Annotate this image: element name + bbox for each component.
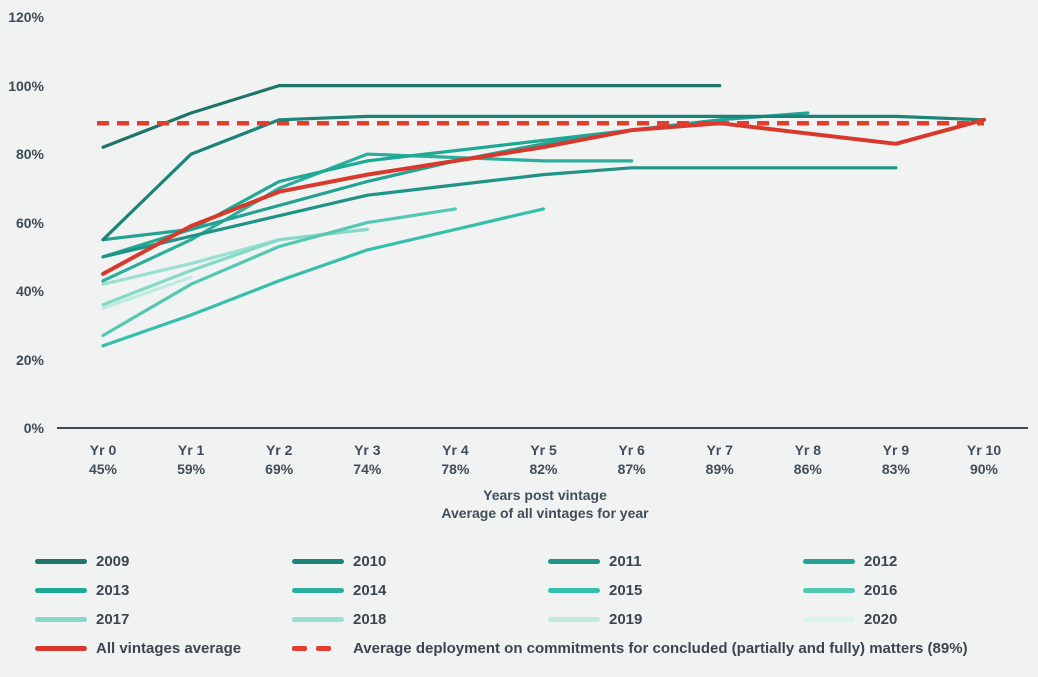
legend-item-2016: 2016 bbox=[803, 580, 897, 600]
legend-swatch-2014 bbox=[292, 587, 344, 593]
legend-swatch-2011 bbox=[548, 558, 600, 564]
x-axis-tick-label: Yr 6 bbox=[618, 442, 645, 458]
y-axis-tick-label: 100% bbox=[8, 77, 44, 94]
chart-line-2018 bbox=[101, 238, 281, 286]
legend-label: 2018 bbox=[353, 610, 387, 628]
x-axis-tick: Yr 2 69% bbox=[235, 441, 323, 479]
legend-swatch-2016 bbox=[803, 587, 855, 593]
legend-label: Average deployment on commitments for co… bbox=[353, 639, 968, 657]
legend-label: 2016 bbox=[864, 581, 898, 599]
x-axis-average-label: 86% bbox=[793, 461, 822, 477]
x-axis-average-label: 89% bbox=[705, 461, 734, 477]
legend-swatch-2009 bbox=[35, 558, 87, 564]
x-axis-average-label: 83% bbox=[881, 461, 910, 477]
x-axis-tick: Yr 7 89% bbox=[676, 441, 764, 479]
x-axis-tick: Yr 4 78% bbox=[411, 441, 499, 479]
chart-line-2009 bbox=[101, 83, 722, 149]
legend-label: 2009 bbox=[96, 552, 130, 570]
x-axis-average-label: 78% bbox=[441, 461, 470, 477]
chart-line-2015 bbox=[101, 207, 546, 348]
legend-item-2013: 2013 bbox=[35, 580, 129, 600]
x-axis-tick-label: Yr 10 bbox=[966, 442, 1002, 458]
legend-swatch-average bbox=[35, 645, 87, 651]
x-axis-tick-label: Yr 4 bbox=[442, 442, 469, 458]
legend-label: 2014 bbox=[353, 581, 387, 599]
y-axis-tick-label: 120% bbox=[8, 9, 44, 26]
x-axis-tick-label: Yr 7 bbox=[706, 442, 733, 458]
y-axis-tick-label: 0% bbox=[23, 420, 44, 436]
legend-swatch-2015 bbox=[548, 587, 600, 593]
legend-swatch-2019 bbox=[548, 616, 600, 622]
legend-item-2010: 2010 bbox=[292, 551, 386, 571]
y-axis-tick-label: 80% bbox=[15, 146, 44, 163]
x-axis-tick-label: Yr 2 bbox=[265, 442, 293, 458]
x-axis-tick-label: Yr 8 bbox=[794, 442, 822, 458]
x-axis-tick-label: Yr 5 bbox=[530, 442, 557, 458]
legend-swatch-2017 bbox=[35, 616, 87, 622]
legend-swatch-2013 bbox=[35, 587, 87, 593]
x-axis-tick-label: Yr 0 bbox=[89, 442, 117, 458]
legend-label: 2015 bbox=[609, 581, 643, 599]
legend-label: 2010 bbox=[353, 552, 387, 570]
legend-item-2019: 2019 bbox=[548, 609, 642, 629]
x-axis-caption-line2: Average of all vintages for year bbox=[441, 505, 649, 521]
legend-swatch-2018 bbox=[292, 616, 344, 622]
x-axis-tick: Yr 1 59% bbox=[147, 441, 235, 479]
chart-line-2016 bbox=[101, 207, 457, 338]
x-axis-average-label: 82% bbox=[529, 461, 558, 477]
legend-item-2012: 2012 bbox=[803, 551, 897, 571]
y-axis-tick-label: 20% bbox=[15, 351, 44, 368]
legend-swatch-2012 bbox=[803, 558, 855, 564]
x-axis-average-label: 74% bbox=[353, 461, 382, 477]
legend-item-2011: 2011 bbox=[548, 551, 642, 571]
x-axis-tick: Yr 3 74% bbox=[323, 441, 411, 479]
legend-label: 2013 bbox=[96, 581, 130, 599]
chart-line-2010 bbox=[101, 114, 986, 242]
chart-line-2011 bbox=[101, 166, 898, 259]
x-axis-tick: Yr 5 82% bbox=[500, 441, 588, 479]
x-axis-average-label: 87% bbox=[617, 461, 646, 477]
x-axis-average-label: 45% bbox=[88, 461, 118, 477]
legend-swatch-2010 bbox=[292, 558, 344, 564]
legend-swatch-2020 bbox=[803, 616, 855, 622]
legend-item-2020: 2020 bbox=[803, 609, 897, 629]
legend-label: 2017 bbox=[96, 610, 130, 628]
y-axis-tick-label: 40% bbox=[15, 283, 44, 300]
legend-label: 2012 bbox=[864, 552, 898, 570]
chart-line-2014 bbox=[101, 152, 634, 283]
legend-swatch-benchmark bbox=[292, 645, 344, 651]
legend-item-2014: 2014 bbox=[292, 580, 386, 600]
y-axis-tick-label: 60% bbox=[15, 214, 44, 231]
x-axis-tick: Yr 10 90% bbox=[940, 441, 1028, 479]
legend-item-all-vintages-average: All vintages average bbox=[35, 638, 241, 658]
legend-label: 2020 bbox=[864, 610, 898, 628]
legend-item-2017: 2017 bbox=[35, 609, 129, 629]
x-axis-average-label: 69% bbox=[265, 461, 294, 477]
legend-label: 2019 bbox=[609, 610, 643, 628]
chart-line-2019 bbox=[101, 275, 193, 310]
x-axis-tick-label: Yr 1 bbox=[177, 442, 205, 458]
x-axis-average-label: 59% bbox=[177, 461, 206, 477]
x-axis-tick: Yr 9 83% bbox=[852, 441, 940, 479]
legend-item-2009: 2009 bbox=[35, 551, 129, 571]
x-axis-tick: Yr 0 45% bbox=[59, 441, 147, 479]
legend-item-average-deployment-on-commitments-for-co: Average deployment on commitments for co… bbox=[292, 638, 968, 658]
x-axis-caption: Years post vintage Average of all vintag… bbox=[305, 486, 785, 522]
x-axis-average-label: 90% bbox=[969, 461, 999, 477]
legend-item-2018: 2018 bbox=[292, 609, 386, 629]
legend-label: All vintages average bbox=[96, 639, 242, 657]
x-axis-tick-label: Yr 3 bbox=[354, 442, 381, 458]
x-axis-tick-label: Yr 9 bbox=[882, 442, 910, 458]
x-axis-caption-line1: Years post vintage bbox=[483, 487, 607, 503]
x-axis-tick: Yr 8 86% bbox=[764, 441, 852, 479]
legend-item-2015: 2015 bbox=[548, 580, 642, 600]
average-line bbox=[101, 117, 986, 276]
x-axis-tick: Yr 6 87% bbox=[588, 441, 676, 479]
legend-label: 2011 bbox=[609, 552, 642, 570]
